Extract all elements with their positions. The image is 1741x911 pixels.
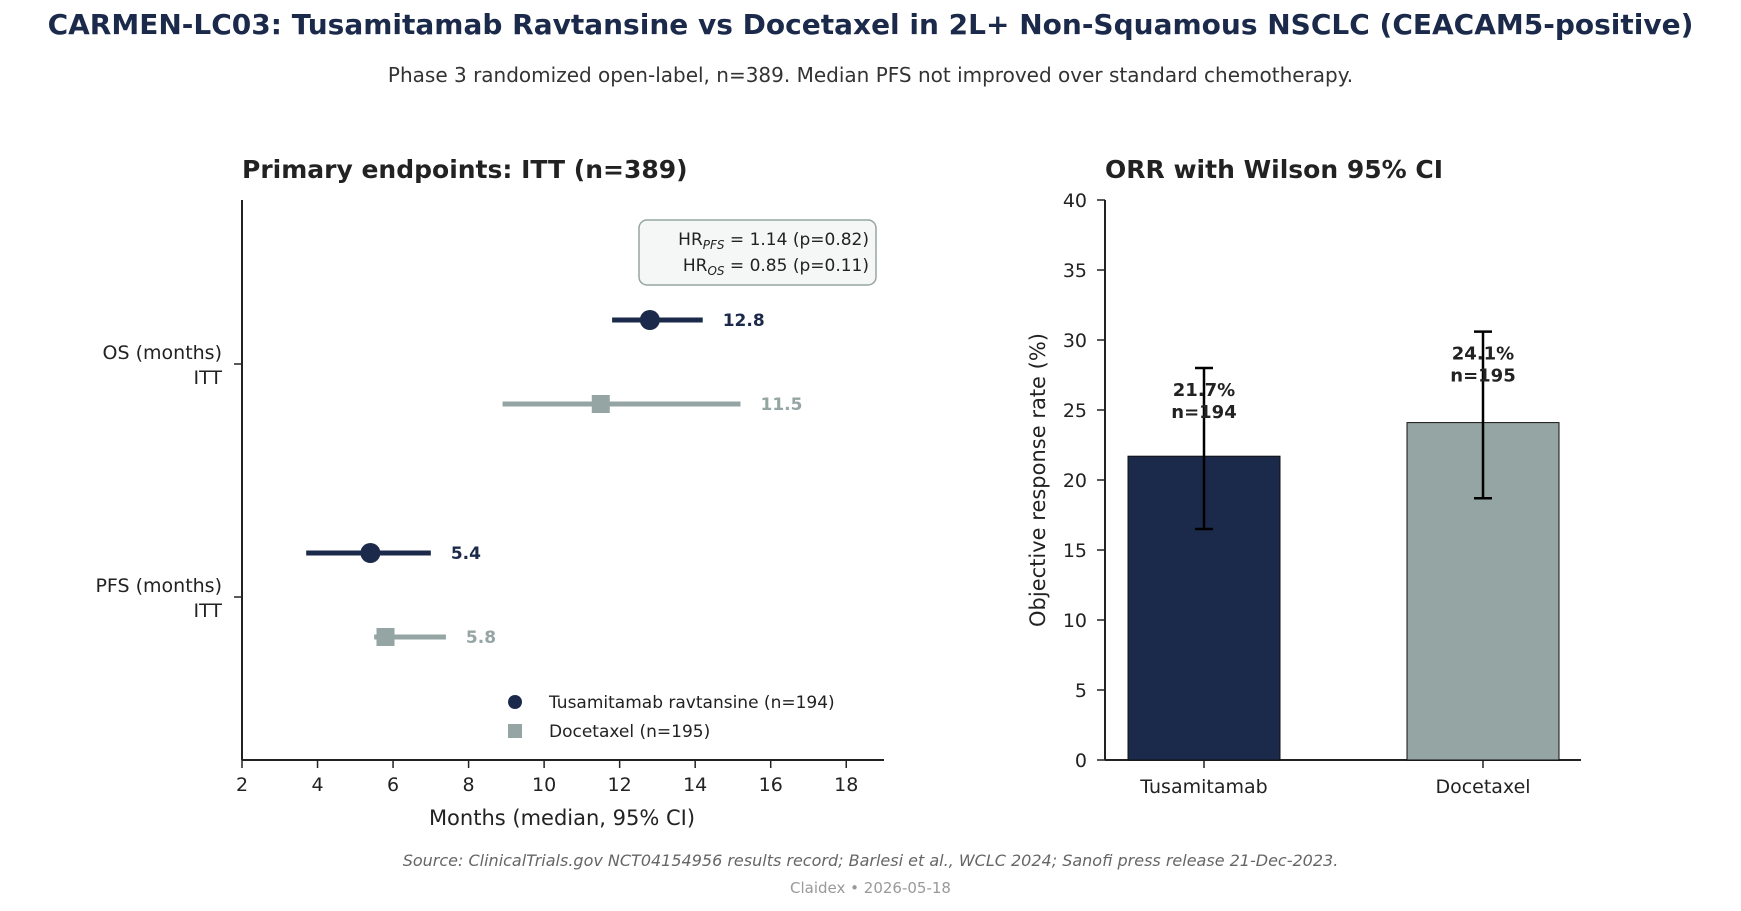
orr-y-tick-label: 15 (1063, 540, 1087, 562)
hr-pfs-text: HRPFS = 1.14 (p=0.82) (678, 230, 869, 252)
page-title: CARMEN-LC03: Tusamitamab Ravtansine vs D… (47, 8, 1694, 41)
forest-x-tick-label: 4 (311, 774, 323, 796)
forest-axes: 2 4 6 8 10 12 14 16 18 OS (months) ITT PFS (months)… (95, 200, 884, 796)
forest-value-label: 11.5 (760, 395, 802, 415)
orr-x-tick-label: Tusamitamab (1139, 776, 1267, 798)
forest-x-tick-label: 12 (608, 774, 632, 796)
forest-x-tick-label: 16 (759, 774, 783, 796)
forest-point-estimate (376, 628, 395, 646)
orr-y-tick-label: 35 (1063, 260, 1087, 282)
forest-x-tick-label: 18 (834, 774, 858, 796)
forest-plot-panel: Primary endpoints: ITT (n=389) 2 4 6 8 10 12 1… (95, 155, 884, 830)
hr-os-text: HROS = 0.85 (p=0.11) (683, 256, 869, 278)
source-note: Source: ClinicalTrials.gov NCT04154956 r… (402, 851, 1339, 870)
orr-y-tick-label: 20 (1063, 470, 1087, 492)
forest-category-sublabel: ITT (194, 600, 223, 622)
forest-category-label: OS (months) (103, 342, 222, 364)
forest-value-label: 12.8 (723, 311, 765, 331)
orr-bar-value-label: 21.7% (1173, 380, 1235, 401)
forest-point-estimate (360, 543, 381, 563)
orr-y-tick-label: 0 (1075, 750, 1087, 772)
legend-label-docetaxel: Docetaxel (n=195) (549, 722, 710, 742)
credit-note: Claidex • 2026-05-18 (790, 879, 951, 897)
orr-x-tick-label: Docetaxel (1435, 776, 1530, 798)
orr-bar-value-label: 24.1% (1452, 344, 1514, 365)
orr-y-tick-label: 25 (1063, 400, 1087, 422)
orr-y-tick-label: 10 (1063, 610, 1087, 632)
forest-x-tick-label: 2 (236, 774, 248, 796)
forest-legend: Tusamitamab ravtansine (n=194) Docetaxel… (508, 693, 835, 742)
orr-bar-n-label: n=195 (1450, 366, 1515, 387)
orr-y-tick-label: 30 (1063, 330, 1087, 352)
orr-y-axis-title: Objective response rate (%) (1026, 333, 1050, 627)
orr-chart-title: ORR with Wilson 95% CI (1105, 155, 1443, 184)
forest-value-label: 5.4 (451, 544, 481, 564)
forest-plot-title: Primary endpoints: ITT (n=389) (242, 155, 688, 184)
forest-point-estimate (639, 310, 660, 330)
orr-bar-panel: ORR with Wilson 95% CI 0 5 10 15 20 25 30 35 40 T… (1026, 155, 1581, 798)
legend-label-tusamitamab: Tusamitamab ravtansine (n=194) (548, 693, 835, 713)
forest-x-axis-title: Months (median, 95% CI) (429, 806, 695, 830)
hr-annotation-frame (638, 219, 877, 286)
forest-category-sublabel: ITT (194, 367, 223, 389)
forest-x-tick-label: 6 (387, 774, 399, 796)
legend-marker-tusamitamab (508, 695, 522, 709)
forest-point-estimate (591, 395, 610, 413)
orr-marks: 21.7%n=194 24.1%n=195 (1127, 330, 1560, 761)
forest-value-label: 5.8 (466, 628, 496, 648)
orr-bar-n-label: n=194 (1171, 402, 1236, 423)
hr-annotation-box: HRPFS = 1.14 (p=0.82) HROS = 0.85 (p=0.1… (638, 219, 877, 286)
orr-y-tick-label: 5 (1075, 680, 1087, 702)
orr-y-tick-label: 40 (1063, 190, 1087, 212)
forest-x-tick-label: 14 (683, 774, 707, 796)
page-subtitle: Phase 3 randomized open-label, n=389. Me… (387, 63, 1354, 87)
forest-x-tick-label: 8 (463, 774, 475, 796)
forest-category-label: PFS (months) (95, 575, 222, 597)
legend-marker-docetaxel (508, 724, 522, 738)
forest-marks: 12.8 5.4 11.5 5.8 (306, 310, 802, 648)
forest-x-tick-label: 10 (532, 774, 556, 796)
